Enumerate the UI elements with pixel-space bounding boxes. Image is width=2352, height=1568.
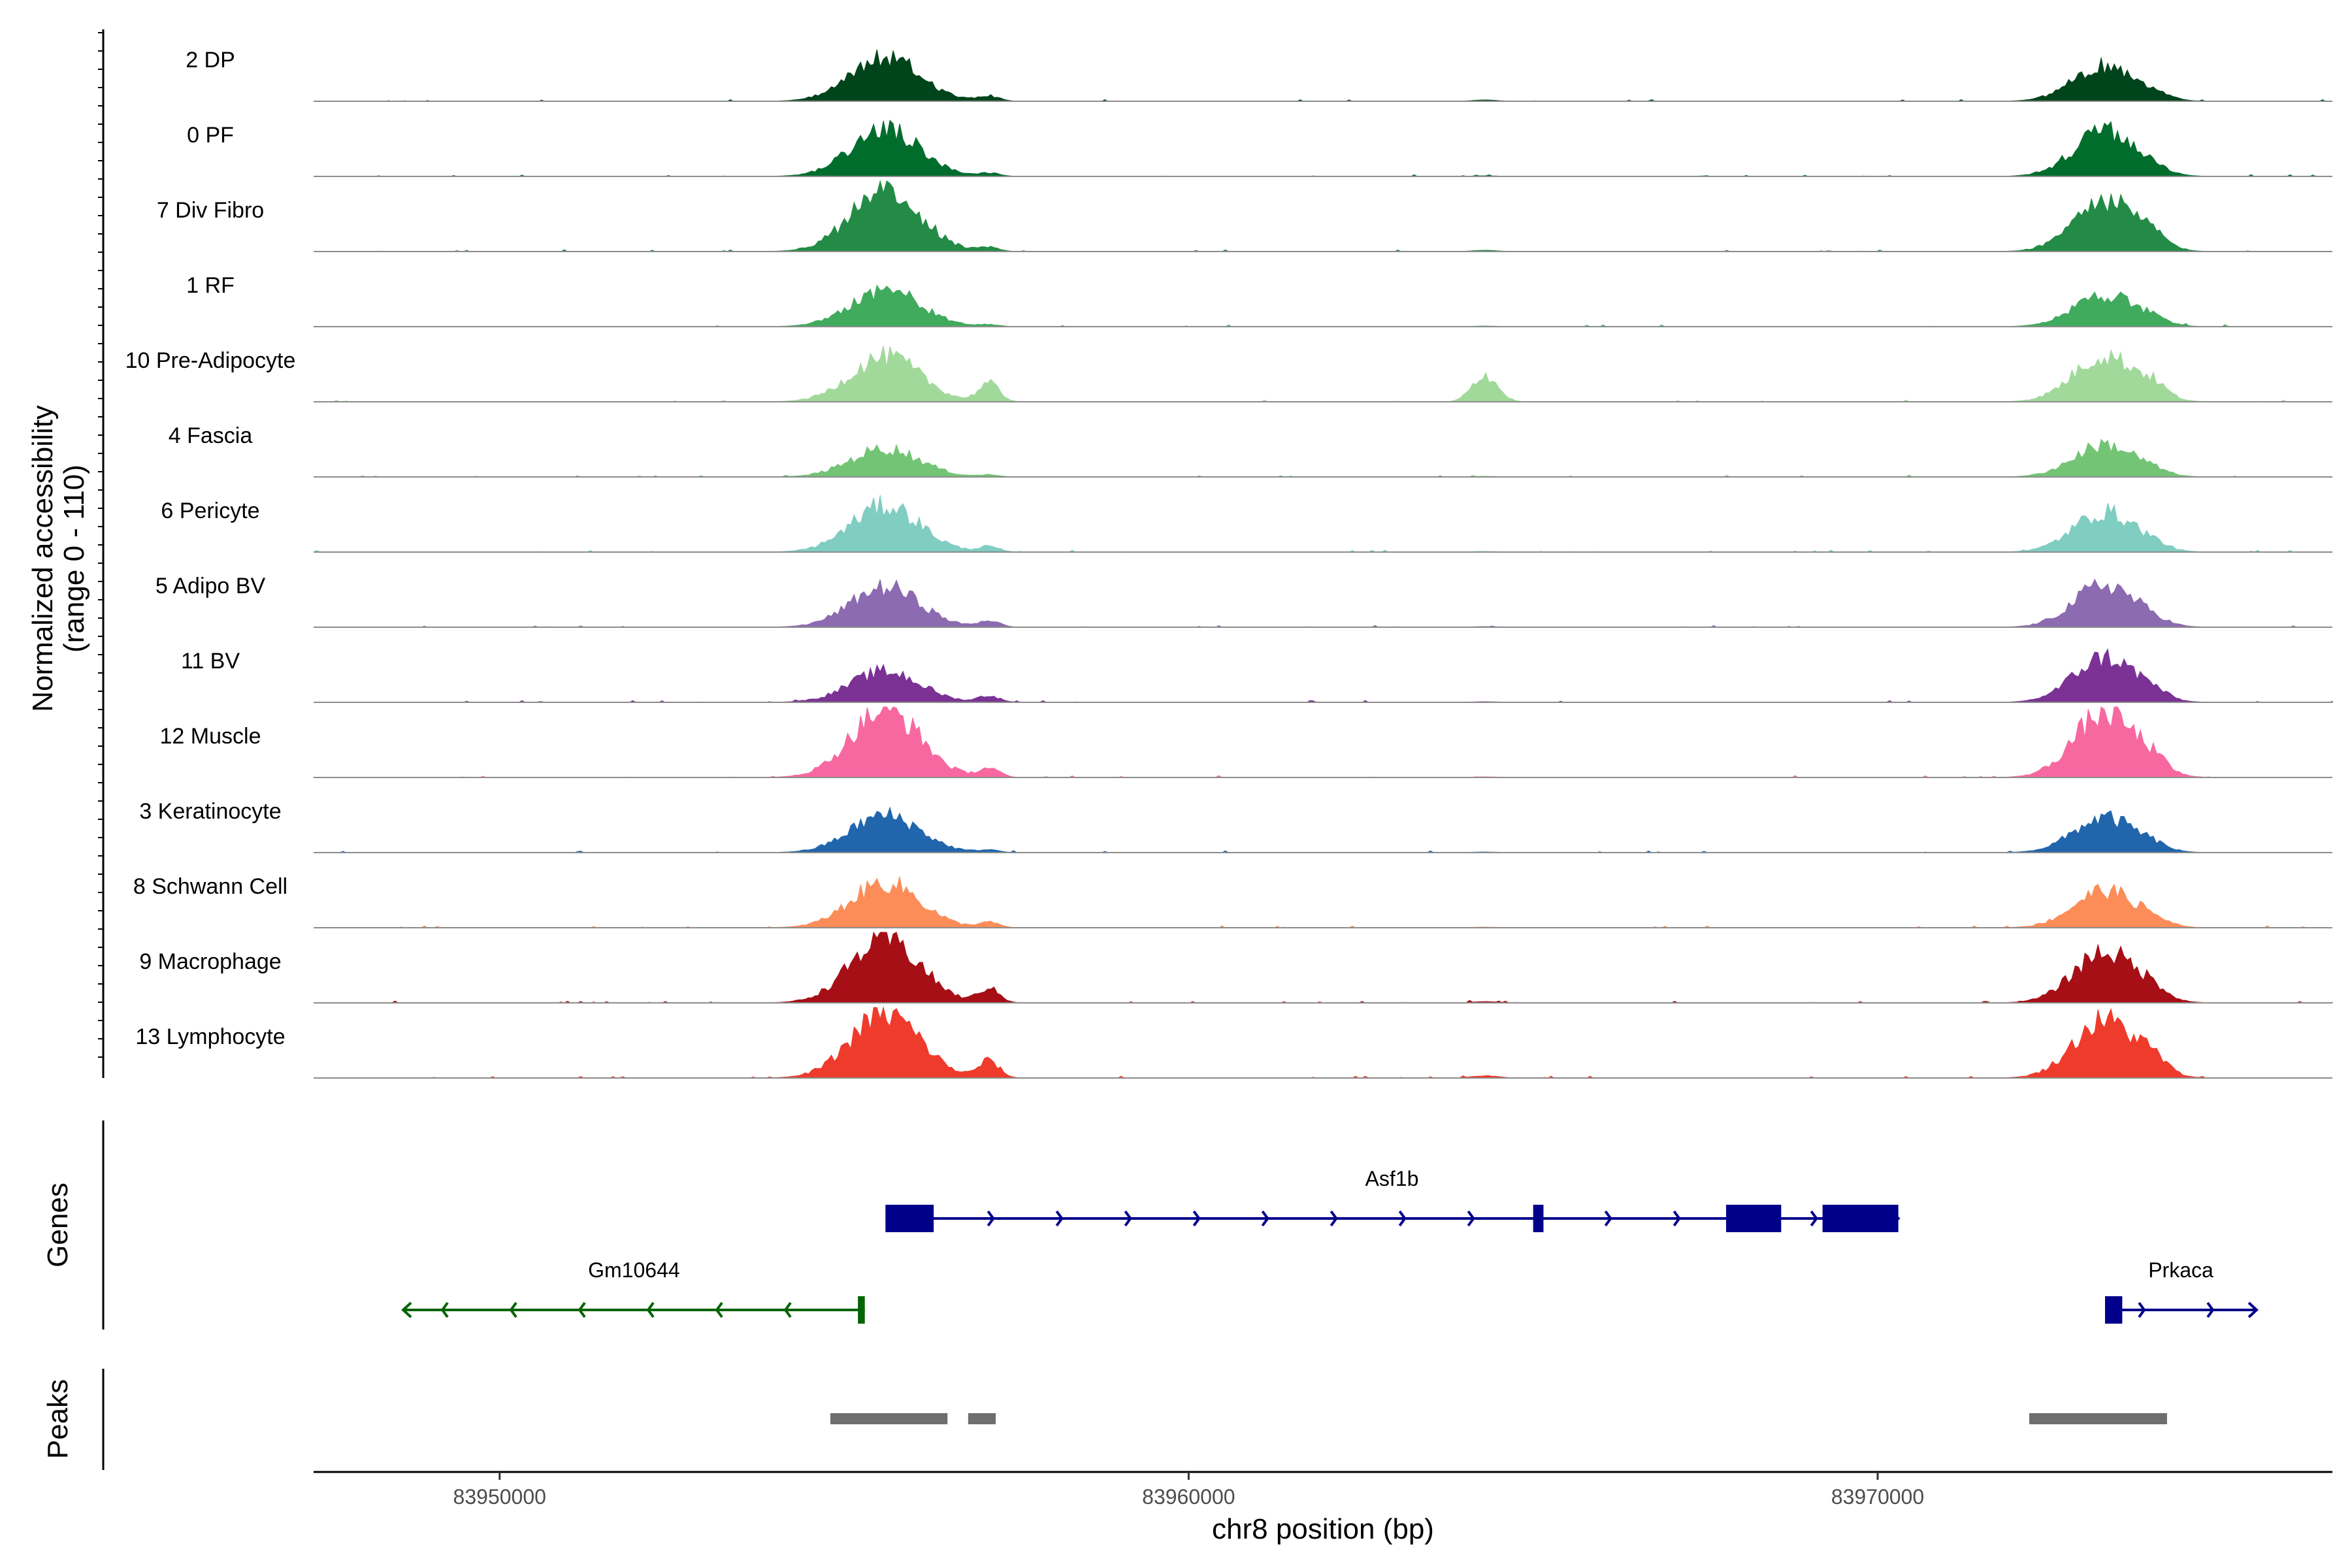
exon bbox=[1533, 1205, 1544, 1232]
track-label: 3 Keratinocyte bbox=[139, 799, 281, 824]
coverage-area bbox=[314, 120, 2332, 177]
track-label: 10 Pre-Adipocyte bbox=[125, 348, 296, 373]
track-label: 11 BV bbox=[181, 649, 240, 674]
gene-gm10644: Gm10644 bbox=[401, 1258, 865, 1324]
gene-prkaca: Prkaca bbox=[2104, 1258, 2259, 1324]
peaks-axis-title: Peaks bbox=[42, 1379, 74, 1459]
strand-arrow bbox=[509, 1301, 517, 1318]
y-axis-title-line-2: (range 0 - 110) bbox=[58, 465, 90, 653]
track-0-pf: 0 PF bbox=[187, 120, 2332, 177]
peak-region bbox=[830, 1413, 948, 1424]
track-label: 4 Fascia bbox=[169, 423, 253, 448]
strand-arrow bbox=[1467, 1210, 1475, 1227]
peak-regions bbox=[830, 1413, 2167, 1424]
track-label: 1 RF bbox=[186, 273, 235, 298]
coverage-area bbox=[314, 49, 2332, 102]
peak-region bbox=[2029, 1413, 2167, 1424]
track-4-fascia: 4 Fascia bbox=[169, 423, 2332, 478]
x-tick-label: 83950000 bbox=[453, 1485, 546, 1509]
strand-arrow bbox=[1810, 1210, 1818, 1227]
coverage-area bbox=[314, 806, 2332, 853]
coverage-area bbox=[313, 495, 2332, 553]
coverage-area bbox=[314, 346, 2332, 402]
gene-annotations: Asf1b Gm10644 Prkaca bbox=[401, 1167, 2259, 1324]
track-6-pericyte: 6 Pericyte bbox=[161, 495, 2332, 553]
gene-label: Gm10644 bbox=[588, 1258, 680, 1282]
strand-arrow bbox=[440, 1301, 449, 1318]
strand-arrow bbox=[987, 1210, 995, 1227]
track-11-bv: 11 BV bbox=[181, 648, 2333, 703]
track-label: 13 Lymphocyte bbox=[135, 1024, 285, 1049]
strand-arrow bbox=[1673, 1210, 1681, 1227]
coverage-area bbox=[314, 648, 2333, 703]
peak-region bbox=[968, 1413, 996, 1424]
exon bbox=[1822, 1205, 1899, 1232]
x-tick-label: 83970000 bbox=[1831, 1485, 1924, 1509]
strand-arrow bbox=[1192, 1210, 1201, 1227]
genes-axis-title: Genes bbox=[42, 1183, 74, 1267]
coverage-area bbox=[314, 876, 2332, 928]
y-axis-title-line-1: Normalized accessibility bbox=[27, 405, 59, 711]
strand-arrow bbox=[715, 1301, 723, 1318]
track-3-keratinocyte: 3 Keratinocyte bbox=[139, 799, 2332, 853]
track-5-adipo-bv: 5 Adipo BV bbox=[155, 574, 2332, 628]
track-label: 6 Pericyte bbox=[161, 498, 259, 523]
exon bbox=[858, 1296, 865, 1324]
strand-arrow bbox=[2247, 1301, 2259, 1318]
strand-arrow bbox=[2138, 1301, 2146, 1318]
strand-arrow bbox=[2206, 1301, 2215, 1318]
exon bbox=[1725, 1205, 1782, 1232]
strand-arrow bbox=[1261, 1210, 1269, 1227]
coverage-area bbox=[314, 180, 2332, 252]
gene-asf1b: Asf1b bbox=[885, 1167, 1901, 1232]
strand-arrow bbox=[1124, 1210, 1132, 1227]
coverage-area bbox=[313, 931, 2333, 1004]
coverage-area bbox=[314, 284, 2332, 327]
track-label: 8 Schwann Cell bbox=[133, 874, 287, 899]
coverage-area bbox=[314, 438, 2332, 478]
strand-arrow bbox=[646, 1301, 655, 1318]
track-8-schwann-cell: 8 Schwann Cell bbox=[133, 874, 2332, 928]
coverage-tracks: 2 DP 0 PF 7 Div Fibro 1 RF 10 Pre-Adipocyte 4… bbox=[125, 48, 2333, 1079]
track-label: 9 Macrophage bbox=[139, 949, 281, 974]
strand-arrow bbox=[1604, 1210, 1612, 1227]
strand-arrow bbox=[1398, 1210, 1407, 1227]
track-10-pre-adipocyte: 10 Pre-Adipocyte bbox=[125, 346, 2332, 402]
coverage-area bbox=[313, 706, 2332, 778]
track-label: 12 Muscle bbox=[160, 724, 261, 749]
exon bbox=[2104, 1296, 2123, 1324]
track-label: 7 Div Fibro bbox=[157, 198, 264, 223]
coverage-area bbox=[314, 1006, 2332, 1079]
gene-label: Prkaca bbox=[2148, 1258, 2213, 1282]
y-axis-title: Normalized accessibility (range 0 - 110) bbox=[27, 405, 90, 711]
x-axis-ticks: 83950000 83960000 83970000 bbox=[453, 1472, 1924, 1509]
exon bbox=[885, 1205, 934, 1232]
track-label: 2 DP bbox=[186, 48, 235, 73]
gene-label: Asf1b bbox=[1365, 1167, 1419, 1190]
track-label: 5 Adipo BV bbox=[155, 574, 266, 598]
x-axis-title: chr8 position (bp) bbox=[1212, 1513, 1434, 1545]
coverage-y-axis-ticks bbox=[98, 32, 103, 1058]
strand-arrow bbox=[783, 1301, 792, 1318]
track-13-lymphocyte: 13 Lymphocyte bbox=[135, 1006, 2332, 1079]
track-9-macrophage: 9 Macrophage bbox=[139, 931, 2333, 1004]
strand-arrow bbox=[578, 1301, 586, 1318]
track-7-div-fibro: 7 Div Fibro bbox=[157, 180, 2332, 252]
strand-arrow bbox=[1055, 1210, 1064, 1227]
track-2-dp: 2 DP bbox=[186, 48, 2332, 102]
track-1-rf: 1 RF bbox=[186, 273, 2332, 327]
coverage-area bbox=[314, 578, 2332, 628]
strand-arrow bbox=[1330, 1210, 1338, 1227]
track-12-muscle: 12 Muscle bbox=[160, 706, 2332, 778]
strand-arrow bbox=[401, 1301, 412, 1318]
x-tick-label: 83960000 bbox=[1142, 1485, 1235, 1509]
track-label: 0 PF bbox=[187, 123, 234, 148]
